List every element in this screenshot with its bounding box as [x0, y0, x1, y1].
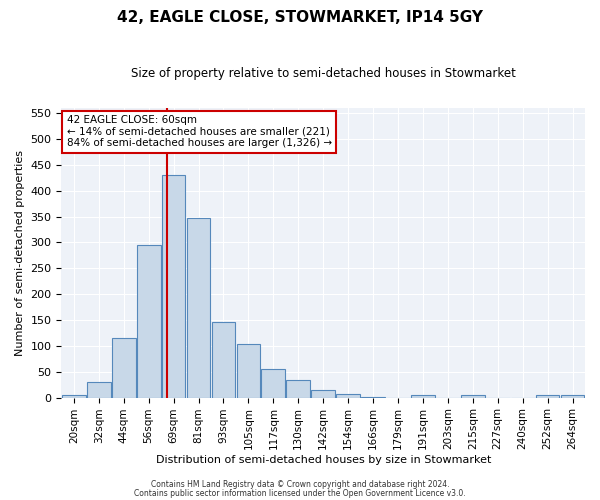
Bar: [137, 245, 161, 398]
Bar: [236, 344, 260, 398]
Bar: [112, 338, 136, 398]
Bar: [212, 322, 235, 398]
Bar: [461, 395, 485, 398]
Text: 42, EAGLE CLOSE, STOWMARKET, IP14 5GY: 42, EAGLE CLOSE, STOWMARKET, IP14 5GY: [117, 10, 483, 25]
Bar: [162, 176, 185, 398]
Bar: [62, 395, 86, 398]
Bar: [560, 395, 584, 398]
Title: Size of property relative to semi-detached houses in Stowmarket: Size of property relative to semi-detach…: [131, 68, 515, 80]
Bar: [336, 394, 360, 398]
Bar: [87, 382, 110, 398]
Bar: [286, 380, 310, 398]
X-axis label: Distribution of semi-detached houses by size in Stowmarket: Distribution of semi-detached houses by …: [155, 455, 491, 465]
Y-axis label: Number of semi-detached properties: Number of semi-detached properties: [15, 150, 25, 356]
Bar: [262, 369, 285, 398]
Text: Contains public sector information licensed under the Open Government Licence v3: Contains public sector information licen…: [134, 488, 466, 498]
Bar: [411, 395, 435, 398]
Bar: [311, 390, 335, 398]
Text: Contains HM Land Registry data © Crown copyright and database right 2024.: Contains HM Land Registry data © Crown c…: [151, 480, 449, 489]
Bar: [187, 218, 211, 398]
Bar: [361, 396, 385, 398]
Text: 42 EAGLE CLOSE: 60sqm
← 14% of semi-detached houses are smaller (221)
84% of sem: 42 EAGLE CLOSE: 60sqm ← 14% of semi-deta…: [67, 116, 332, 148]
Bar: [536, 395, 559, 398]
